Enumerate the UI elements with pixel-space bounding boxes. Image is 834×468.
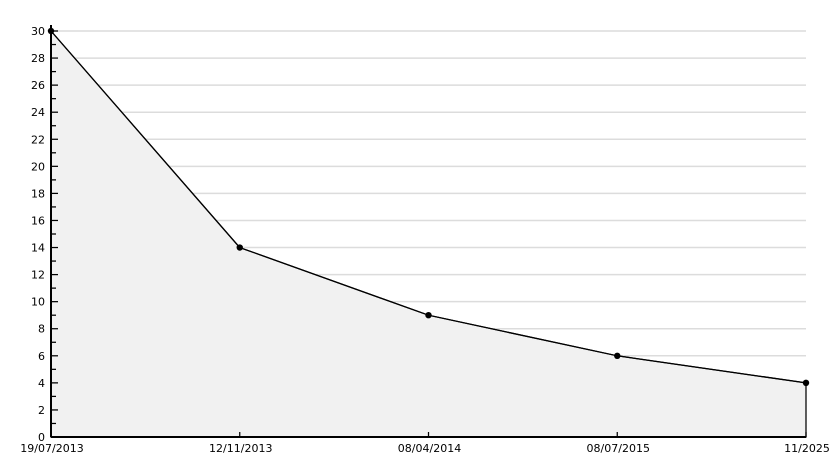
y-axis-label: 24 <box>31 106 45 119</box>
data-point-marker <box>236 244 243 251</box>
x-axis-label: 19/07/2013 <box>20 442 83 455</box>
y-axis-label: 28 <box>31 52 45 65</box>
y-axis-label: 26 <box>31 79 45 92</box>
x-axis-label: 08/04/2014 <box>398 442 461 455</box>
y-axis-label: 4 <box>38 377 45 390</box>
y-axis-label: 30 <box>31 25 45 38</box>
data-point-marker <box>614 352 621 359</box>
y-axis-label: 2 <box>38 404 45 417</box>
y-axis-label: 10 <box>31 296 45 309</box>
y-axis-label: 8 <box>38 323 45 336</box>
x-axis-label: 08/07/2015 <box>587 442 650 455</box>
y-axis-label: 18 <box>31 187 45 200</box>
y-axis-label: 22 <box>31 133 45 146</box>
y-axis-label: 14 <box>31 242 45 255</box>
x-axis-label: 12/11/2013 <box>209 442 272 455</box>
data-point-marker <box>425 312 432 319</box>
y-axis-label: 20 <box>31 160 45 173</box>
y-axis-label: 0 <box>38 431 45 444</box>
y-axis-label: 16 <box>31 214 45 227</box>
data-point-marker <box>802 379 810 387</box>
data-point-marker <box>47 27 55 35</box>
y-axis-label: 12 <box>31 269 45 282</box>
y-axis-label: 6 <box>38 350 45 363</box>
x-axis-label: 11/2025 <box>784 442 830 455</box>
